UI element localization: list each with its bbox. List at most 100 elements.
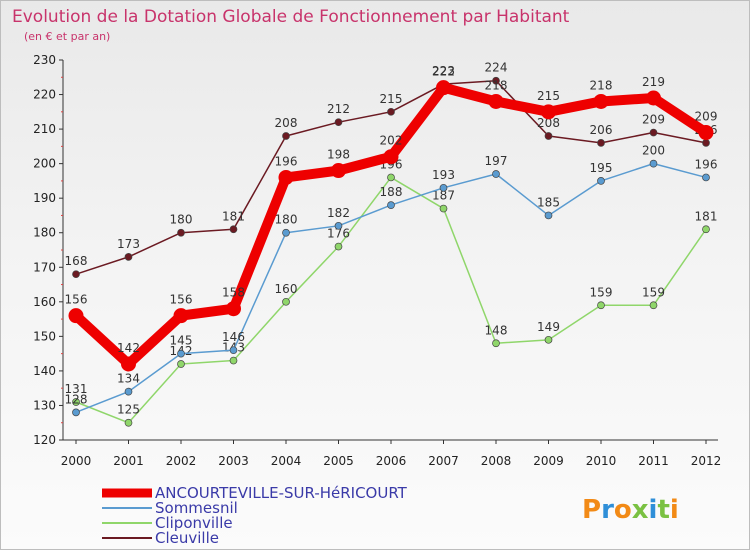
data-label: 187 (432, 189, 455, 203)
data-point (282, 297, 290, 306)
legend-item-ancourteville-sur-h-ricourt: ANCOURTEVILLE-SUR-HéRICOURT (102, 484, 408, 502)
y-tick-label: 170 (33, 260, 56, 274)
data-point (702, 139, 710, 147)
data-label: 223 (432, 64, 455, 78)
data-point (229, 225, 238, 234)
data-label: 173 (117, 237, 140, 251)
data-label: 185 (537, 195, 560, 209)
series-sommesnil: 128 134 145 146 180 182 188 193 197 185 195 200 196 (65, 144, 718, 417)
data-point (226, 301, 241, 317)
series-layer: 1681731801812082122152232242082062092061… (65, 61, 718, 427)
data-label: 219 (642, 75, 665, 89)
data-label: 209 (642, 113, 665, 127)
data-point (124, 387, 133, 396)
data-label: 224 (485, 61, 508, 75)
data-label: 181 (222, 209, 245, 223)
data-label: 128 (65, 392, 88, 406)
x-tick-label: 2012 (691, 454, 722, 468)
y-tick-label: 200 (33, 157, 56, 171)
x-tick-label: 2001 (113, 454, 144, 468)
data-point (282, 228, 290, 237)
data-label: 222 (432, 65, 455, 79)
data-label: 196 (695, 157, 718, 171)
data-point (439, 204, 448, 213)
data-label: 188 (380, 185, 403, 199)
y-tick-label: 140 (33, 364, 56, 378)
x-tick-label: 2007 (428, 454, 459, 468)
legend-item-sommesnil: Sommesnil (102, 499, 238, 517)
data-point (702, 225, 710, 234)
legend-label: Sommesnil (155, 499, 238, 517)
data-point (331, 163, 346, 179)
data-point (229, 346, 238, 355)
y-tick-label: 150 (33, 329, 56, 343)
legend-label: Cliponville (155, 514, 233, 532)
data-point (72, 398, 80, 406)
data-label: 196 (275, 154, 298, 168)
data-label: 145 (170, 334, 193, 348)
data-label: 159 (590, 285, 613, 299)
data-label: 148 (485, 323, 508, 337)
data-label: 200 (642, 144, 665, 158)
data-label: 208 (275, 116, 298, 130)
data-point (649, 301, 658, 310)
legend-label: Cleuville (155, 529, 219, 547)
data-label: 125 (117, 403, 140, 417)
data-label: 182 (327, 206, 350, 220)
data-point (492, 76, 500, 85)
data-label: 215 (537, 89, 560, 103)
data-point (593, 93, 609, 109)
data-label: 149 (537, 320, 560, 334)
x-tick-label: 2010 (586, 454, 617, 468)
data-point (387, 173, 395, 182)
y-tick-label: 160 (33, 295, 56, 309)
data-point (544, 211, 553, 220)
data-label: 159 (642, 285, 665, 299)
legend-item-cleuville: Cleuville (102, 529, 219, 547)
data-point (492, 339, 500, 348)
data-point (334, 242, 343, 251)
data-point (72, 408, 80, 417)
data-point (173, 308, 189, 324)
data-label: 208 (537, 116, 560, 130)
data-point (597, 177, 605, 185)
data-point (124, 418, 133, 427)
data-label: 202 (380, 134, 403, 148)
x-tick-label: 2008 (481, 454, 512, 468)
y-tick-label: 130 (33, 398, 56, 412)
data-point (121, 356, 136, 372)
data-point (387, 201, 395, 209)
x-tick-label: 2003 (218, 454, 249, 468)
data-point (278, 169, 294, 185)
y-tick-label: 120 (33, 433, 56, 447)
y-tick-label: 180 (33, 226, 56, 240)
data-label: 218 (590, 78, 613, 92)
data-point (698, 125, 714, 141)
legend: ANCOURTEVILLE-SUR-HéRICOURTSommesnilClip… (102, 484, 408, 547)
y-tick-label: 210 (33, 122, 56, 136)
data-label: 160 (275, 282, 298, 296)
data-point (124, 253, 133, 261)
data-label: 206 (590, 123, 613, 137)
data-label: 180 (275, 213, 298, 227)
legend-label: ANCOURTEVILLE-SUR-HéRICOURT (155, 484, 408, 502)
data-point (702, 173, 710, 182)
data-point (72, 270, 80, 279)
data-point (649, 128, 658, 137)
x-tick-label: 2004 (271, 454, 302, 468)
data-label: 198 (327, 148, 350, 162)
data-point (597, 139, 605, 147)
chart-title: Evolution de la Dotation Globale de Fonc… (12, 7, 570, 27)
data-label: 181 (695, 209, 718, 223)
axes: 120 130 140 150 160 170 180 190 200 210 220 230 2000… (33, 53, 721, 468)
data-label: 156 (65, 293, 88, 307)
series-cliponville: 131125142143160176196187148149159159181 (65, 157, 718, 427)
logo-text: Proxiti (582, 495, 679, 525)
data-point (541, 104, 556, 120)
data-label: 146 (222, 330, 245, 344)
data-label: 158 (222, 286, 245, 300)
data-point (177, 228, 185, 237)
data-label: 168 (65, 254, 88, 268)
data-label: 142 (117, 341, 140, 355)
y-tick-label: 230 (33, 53, 56, 67)
